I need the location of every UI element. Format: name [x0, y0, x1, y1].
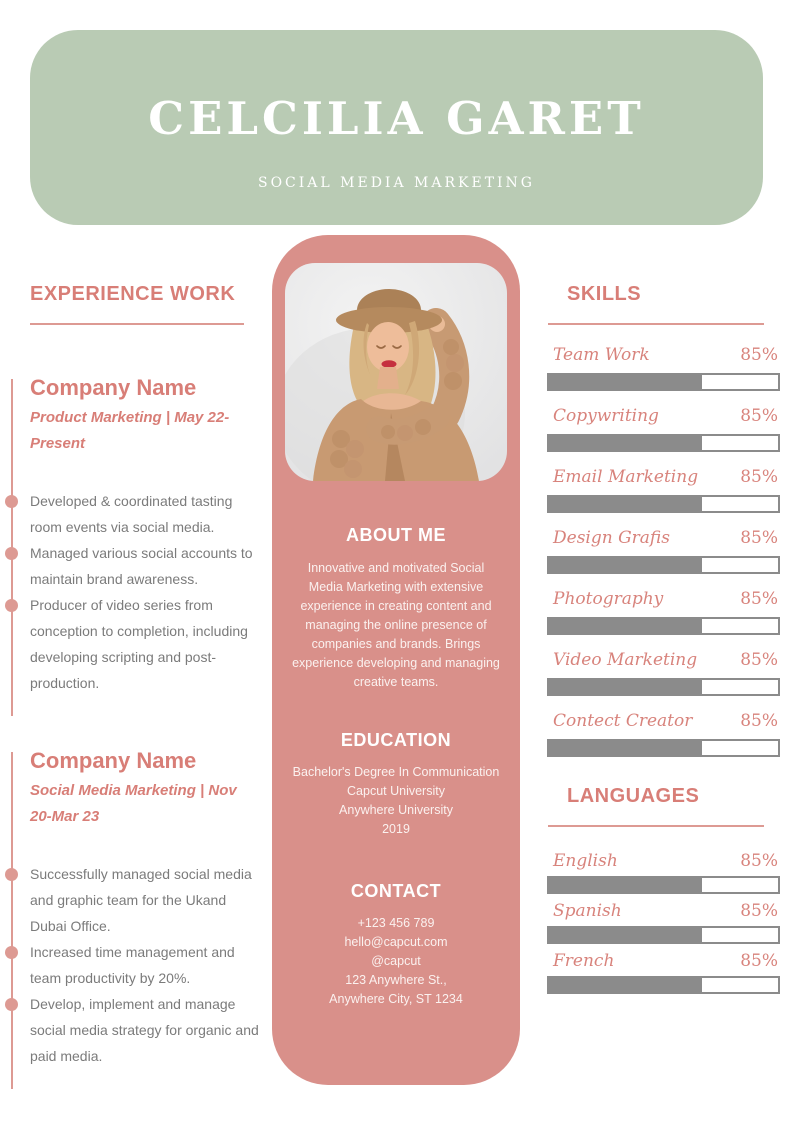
job-entry: Company Name Social Media Marketing | No… [0, 748, 262, 1089]
job-bullet: Producer of video series from conception… [5, 592, 262, 696]
education-lines: Bachelor's Degree In Communication Capcu… [272, 763, 520, 839]
language-progress-bar [547, 926, 780, 944]
language-progress-bar [547, 876, 780, 894]
progress-bar-fill [549, 680, 703, 694]
company-name: Company Name [30, 748, 197, 773]
language-progress-bar [547, 976, 780, 994]
job-bullet-list: Developed & coordinated tasting room eve… [5, 488, 262, 696]
education-line: Anywhere University [339, 803, 453, 817]
job-bullet: Increased time management and team produ… [5, 939, 262, 991]
skill-percent: 85% [740, 650, 778, 670]
job-bullet: Successfully managed social media and gr… [5, 861, 262, 939]
skill-label: Video Marketing [553, 650, 698, 670]
progress-bar-fill [549, 741, 703, 755]
contact-email: hello@capcut.com [344, 935, 448, 949]
contact-handle: @capcut [371, 954, 421, 968]
language-row: English 85% [547, 851, 780, 894]
job-bullet: Managed various social accounts to maint… [5, 540, 262, 592]
skill-percent: 85% [740, 711, 778, 731]
person-name: CELCILIA GARET [148, 92, 645, 145]
skill-row: Photography 85% [547, 589, 780, 635]
skills-title: SKILLS [567, 283, 642, 305]
progress-bar-fill [549, 878, 703, 892]
company-name: Company Name [30, 375, 197, 400]
progress-bar-fill [549, 558, 703, 572]
language-label: English [553, 851, 618, 871]
progress-bar-fill [549, 497, 703, 511]
skill-progress-bar [547, 434, 780, 452]
job-role-dates: Product Marketing | May 22-Present [30, 409, 230, 452]
skill-label: Email Marketing [553, 467, 699, 487]
progress-bar-fill [549, 978, 703, 992]
portrait-illustration [285, 263, 507, 481]
education-line: Capcut University [347, 784, 445, 798]
skill-row: Email Marketing 85% [547, 467, 780, 513]
progress-bar-fill [549, 619, 703, 633]
language-label: French [553, 951, 615, 971]
language-label: Spanish [553, 901, 622, 921]
language-row: French 85% [547, 951, 780, 994]
education-title: EDUCATION [340, 730, 452, 750]
about-text: Innovative and motivated Social Media Ma… [292, 561, 500, 689]
language-percent: 85% [740, 851, 778, 871]
skill-row: Contect Creator 85% [547, 711, 780, 757]
education-line: Bachelor's Degree In Communication [292, 765, 500, 779]
contact-address-line1: 123 Anywhere St., [345, 973, 447, 987]
skill-percent: 85% [740, 528, 778, 548]
skill-percent: 85% [740, 345, 778, 365]
section-divider [30, 323, 244, 325]
contact-title: CONTACT [350, 881, 442, 901]
skill-label: Team Work [553, 345, 650, 365]
contact-lines: +123 456 789 hello@capcut.com @capcut 12… [272, 914, 520, 1009]
skill-label: Copywriting [553, 406, 659, 426]
language-percent: 85% [740, 951, 778, 971]
contact-address-line2: Anywhere City, ST 1234 [329, 992, 463, 1006]
section-divider [548, 323, 764, 325]
languages-section: LANGUAGES English 85% Spanish 85% French [547, 785, 780, 994]
progress-bar-fill [549, 928, 703, 942]
job-entry: Company Name Product Marketing | May 22-… [0, 375, 262, 716]
section-divider [548, 825, 764, 827]
skill-row: Copywriting 85% [547, 406, 780, 452]
skill-progress-bar [547, 739, 780, 757]
skill-label: Contect Creator [553, 711, 693, 731]
progress-bar-fill [549, 436, 703, 450]
job-bullet: Develop, implement and manage social med… [5, 991, 262, 1069]
skill-progress-bar [547, 617, 780, 635]
skill-label: Design Grafis [553, 528, 670, 548]
job-bullet-list: Successfully managed social media and gr… [5, 861, 262, 1069]
profile-photo [285, 263, 507, 481]
progress-bar-fill [549, 375, 703, 389]
profile-panel: ABOUT ME Innovative and motivated Social… [272, 235, 520, 1085]
skill-progress-bar [547, 556, 780, 574]
job-bullet: Developed & coordinated tasting room eve… [5, 488, 262, 540]
skill-row: Design Grafis 85% [547, 528, 780, 574]
language-row: Spanish 85% [547, 901, 780, 944]
skill-percent: 85% [740, 589, 778, 609]
skill-progress-bar [547, 495, 780, 513]
skill-percent: 85% [740, 406, 778, 426]
language-percent: 85% [740, 901, 778, 921]
about-title: ABOUT ME [346, 525, 446, 545]
skill-progress-bar [547, 678, 780, 696]
person-role: SOCIAL MEDIA MARKETING [257, 175, 535, 191]
skills-section: SKILLS Team Work 85% Copywriting 85% Ema… [547, 283, 780, 1001]
experience-title: EXPERIENCE WORK [30, 283, 236, 305]
skill-row: Team Work 85% [547, 345, 780, 391]
contact-phone: +123 456 789 [357, 916, 435, 930]
experience-section: EXPERIENCE WORK Company Name Product Mar… [0, 283, 262, 1089]
education-line: 2019 [382, 822, 410, 836]
languages-title: LANGUAGES [567, 785, 700, 807]
skill-progress-bar [547, 373, 780, 391]
job-role-dates: Social Media Marketing | Nov 20-Mar 23 [30, 782, 237, 825]
skill-row: Video Marketing 85% [547, 650, 780, 696]
skill-percent: 85% [740, 467, 778, 487]
skill-label: Photography [553, 589, 664, 609]
header-banner: CELCILIA GARET SOCIAL MEDIA MARKETING [30, 30, 763, 225]
